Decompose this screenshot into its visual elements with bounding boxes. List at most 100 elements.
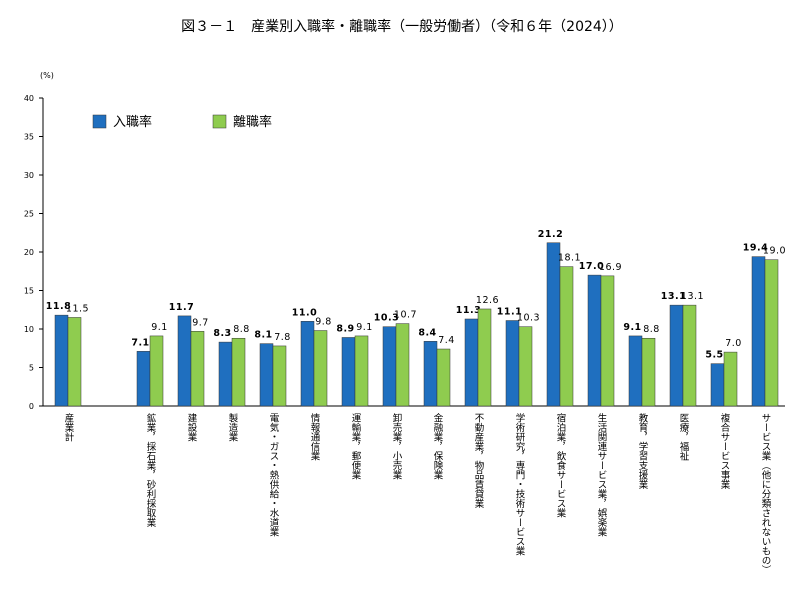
bar [546,242,561,407]
y-tick-label: 5 [29,364,34,373]
legend-swatch [212,114,227,129]
x-tick-label: 金融業，保険業 [432,412,444,480]
bar [436,348,451,407]
bar [641,337,656,407]
bar [751,256,766,407]
x-tick-label: 製造業 [227,412,239,442]
value-label: 7.8 [274,332,291,343]
value-label: 19.4 [743,243,768,254]
legend-label: 入職率 [113,114,152,130]
value-label: 7.4 [438,335,455,346]
bar [190,331,205,407]
y-tick-label: 0 [29,402,34,411]
x-tick-label: 情報通信業 [309,412,321,461]
bar [341,337,356,407]
value-label: 9.1 [356,322,373,333]
value-label: 10.3 [374,313,399,324]
y-tick-label: 35 [24,133,34,142]
x-tick-label: 建設業 [186,412,198,442]
value-label: 8.1 [254,330,272,341]
x-tick-label: 宿泊業，飲食サービス業 [555,412,567,518]
x-tick-label: サービス業（他に分類されないもの） [760,413,772,575]
value-label: 11.5 [66,303,89,314]
y-tick-label: 40 [24,94,34,103]
value-label: 18.1 [558,253,581,264]
value-label: 5.5 [705,350,723,361]
bar [300,321,315,407]
bar [136,351,151,407]
bar [218,341,233,407]
bar [395,323,410,407]
x-tick-label: 教育，学習支援業 [637,412,649,490]
bar [682,304,697,407]
x-tick-label: 卸売業，小売業 [391,412,403,480]
value-label: 19.0 [763,246,786,257]
y-tick-label: 15 [24,287,34,296]
value-label: 9.7 [192,317,209,328]
x-tick-label: 学術研究，専門・技術サービス業 [514,412,526,556]
x-tick-label: 医療，福祉 [678,413,690,461]
value-label: 16.9 [599,262,622,273]
bar [149,335,164,407]
bar [354,335,369,407]
value-label: 9.8 [315,317,332,328]
x-tick-label: 鉱業，採石業，砂利採取業 [145,412,157,528]
x-tick-label: 電気・ガス・熱供給・水道業 [268,413,280,537]
bar [764,259,779,407]
y-tick-label: 30 [24,171,34,180]
bar [710,363,725,407]
bar [723,351,738,407]
bar [505,320,520,407]
bar [54,314,69,407]
bar [600,275,615,407]
bar [518,326,533,407]
value-label: 13.1 [661,291,686,302]
value-label: 7.1 [131,337,149,348]
value-label: 17.0 [579,261,604,272]
legend-label: 離職率 [233,114,272,130]
value-label: 8.9 [336,323,354,334]
x-tick-label: 複合サービス事業 [719,412,731,490]
bar [477,308,492,407]
x-tick-label: 産業計 [63,412,75,442]
bar [559,266,574,407]
bar [669,304,684,407]
bar [423,341,438,407]
value-label: 8.4 [418,327,436,338]
chart-title: 図３－１ 産業別入職率・離職率（一般労働者）（令和６年（2024）） [181,18,623,35]
value-label: 9.1 [623,322,641,333]
value-label: 9.1 [151,322,168,333]
x-tick-label: 運輸業，郵便業 [350,413,362,480]
bar [587,274,602,407]
value-label: 7.0 [725,338,742,349]
bar [67,317,82,407]
legend-swatch [92,114,107,129]
x-tick-label: 不動産業，物品賃貸業 [473,413,485,509]
value-label: 11.0 [292,307,317,318]
value-label: 12.6 [476,295,499,306]
value-label: 11.3 [456,305,481,316]
bar [382,326,397,407]
value-label: 21.2 [538,229,563,240]
bar [313,330,328,407]
x-tick-label: 生活関連サービス業，娯楽業 [596,412,608,537]
y-tick-label: 10 [24,325,34,334]
value-label: 13.1 [681,291,704,302]
value-label: 11.1 [497,307,522,318]
y-axis-label: (%) [40,71,54,80]
bar [272,345,287,407]
y-tick-label: 20 [24,248,34,257]
bar [177,315,192,407]
value-label: 11.7 [169,302,194,313]
value-label: 8.8 [643,324,660,335]
value-label: 8.8 [233,324,250,335]
value-label: 11.8 [46,301,71,312]
bar [259,343,274,407]
bar [628,335,643,407]
bar [231,337,246,407]
value-label: 10.3 [517,313,540,324]
value-label: 8.3 [213,328,231,339]
bar [464,318,479,407]
value-label: 10.7 [394,310,417,321]
